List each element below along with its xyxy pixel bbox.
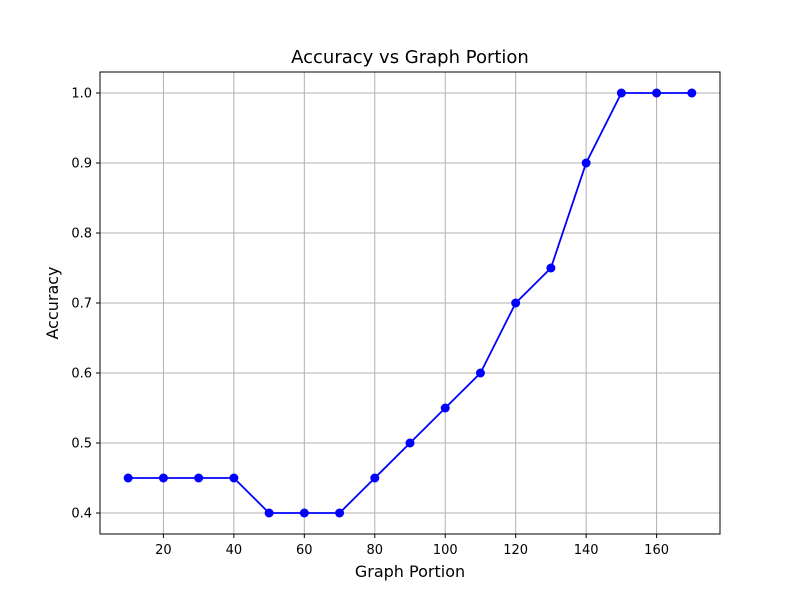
- data-point: [581, 158, 591, 168]
- axis-ticks: 20 40 60 80 100 120 140 160 0.4 0.5 0.6 0.7 0.8 0.9 1.…: [71, 87, 669, 559]
- data-point: [405, 438, 415, 448]
- x-tick-label: 140: [574, 543, 599, 558]
- y-tick-label: 0.9: [71, 157, 92, 172]
- data-point: [511, 298, 521, 308]
- x-tick-label: 100: [433, 543, 458, 558]
- data-point: [264, 508, 274, 518]
- y-tick-label: 1.0: [71, 87, 92, 102]
- data-point: [475, 368, 485, 378]
- x-tick-label: 40: [226, 543, 243, 558]
- x-tick-label: 80: [366, 543, 383, 558]
- y-axis-label: Accuracy: [43, 266, 62, 339]
- data-point: [652, 88, 662, 98]
- y-tick-label: 0.8: [71, 227, 92, 242]
- data-point: [546, 263, 556, 273]
- y-tick-label: 0.6: [71, 367, 92, 382]
- data-point: [299, 508, 309, 518]
- y-tick-label: 0.5: [71, 437, 92, 452]
- data-point: [370, 473, 380, 483]
- data-point: [687, 88, 697, 98]
- data-point: [123, 473, 133, 483]
- data-point: [194, 473, 204, 483]
- data-point: [335, 508, 345, 518]
- x-tick-label: 60: [296, 543, 313, 558]
- data-point: [229, 473, 239, 483]
- x-tick-label: 20: [155, 543, 172, 558]
- x-axis-label: Graph Portion: [355, 562, 465, 581]
- y-tick-label: 0.4: [71, 507, 92, 522]
- data-point: [440, 403, 450, 413]
- data-series: [123, 88, 697, 518]
- chart-title: Accuracy vs Graph Portion: [291, 47, 529, 68]
- x-tick-label: 160: [644, 543, 669, 558]
- y-tick-label: 0.7: [71, 297, 92, 312]
- x-tick-label: 120: [503, 543, 528, 558]
- data-point: [616, 88, 626, 98]
- grid-lines: [100, 72, 720, 534]
- data-point: [158, 473, 168, 483]
